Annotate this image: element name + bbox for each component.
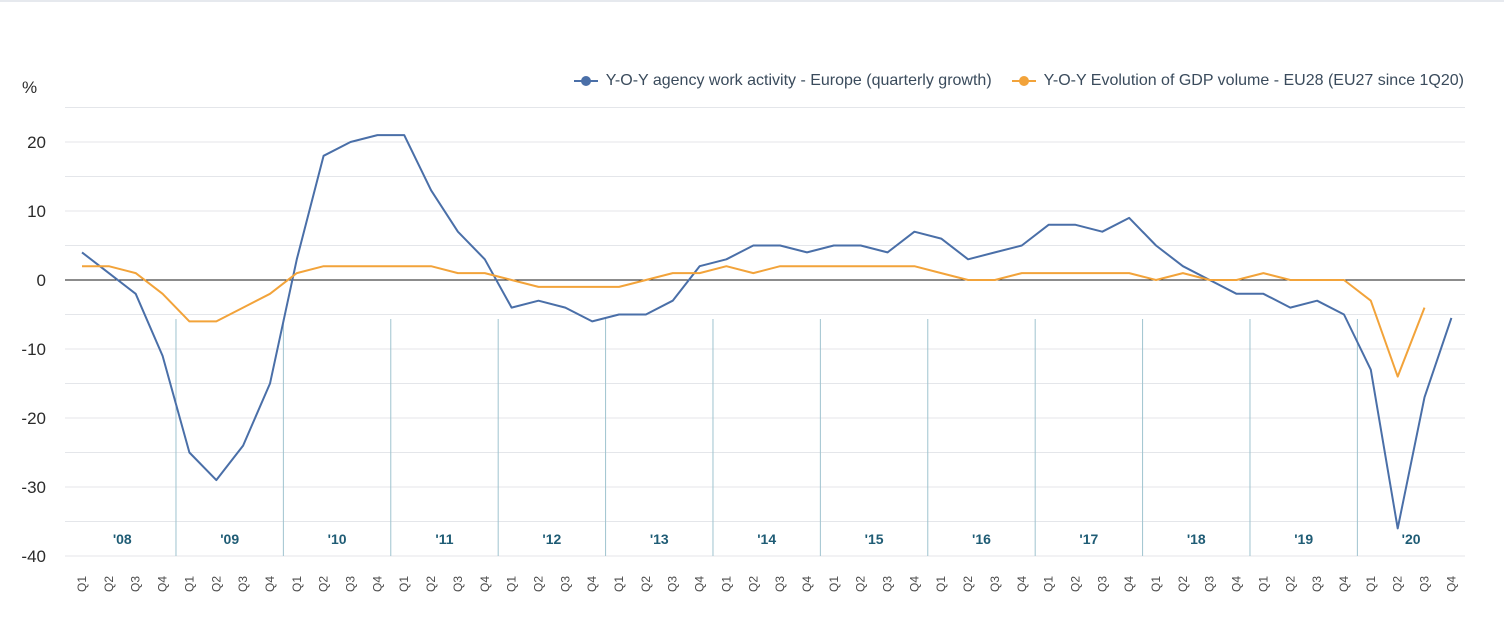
x-tick-label: Q4 (585, 576, 599, 592)
x-tick-label: Q4 (263, 576, 277, 592)
x-tick-label: Q1 (1042, 576, 1056, 592)
y-tick-label: -10 (21, 340, 46, 359)
x-tick-label: Q1 (1256, 576, 1270, 592)
top-rule (0, 0, 1504, 2)
x-tick-label: Q3 (558, 576, 572, 592)
x-tick-label: Q3 (451, 576, 465, 592)
x-tick-label: Q4 (693, 576, 707, 592)
x-tick-label: Q1 (612, 576, 626, 592)
y-tick-label: 10 (27, 202, 46, 221)
year-label: '15 (865, 531, 884, 547)
y-tick-label: 20 (27, 133, 46, 152)
x-tick-label: Q1 (505, 576, 519, 592)
year-label: '12 (542, 531, 561, 547)
x-tick-label: Q2 (209, 576, 223, 592)
x-tick-label: Q3 (236, 576, 250, 592)
y-tick-label: -30 (21, 478, 46, 497)
x-tick-label: Q2 (854, 576, 868, 592)
x-tick-label: Q3 (1203, 576, 1217, 592)
x-tick-label: Q2 (531, 576, 545, 592)
legend-swatch-agency-work (573, 75, 598, 87)
year-label: '20 (1402, 531, 1421, 547)
x-tick-label: Q1 (397, 576, 411, 592)
x-tick-label: Q3 (344, 576, 358, 592)
y-tick-label: -20 (21, 409, 46, 428)
year-label: '14 (757, 531, 776, 547)
x-tick-label: Q3 (1095, 576, 1109, 592)
x-tick-label: Q2 (639, 576, 653, 592)
year-label: '19 (1294, 531, 1313, 547)
x-tick-label: Q1 (827, 576, 841, 592)
legend-label-gdp: Y-O-Y Evolution of GDP volume - EU28 (EU… (1043, 72, 1464, 89)
x-tick-label: Q1 (182, 576, 196, 592)
year-label: '08 (113, 531, 132, 547)
x-tick-label: Q2 (1391, 576, 1405, 592)
x-tick-label: Q1 (290, 576, 304, 592)
x-tick-label: Q3 (988, 576, 1002, 592)
x-tick-label: Q3 (129, 576, 143, 592)
x-tick-label: Q3 (881, 576, 895, 592)
x-tick-label: Q2 (1176, 576, 1190, 592)
x-tick-label: Q1 (75, 576, 89, 592)
x-tick-label: Q4 (156, 576, 170, 592)
x-tick-label: Q1 (1364, 576, 1378, 592)
year-label: '16 (972, 531, 991, 547)
x-tick-label: Q2 (1068, 576, 1082, 592)
year-label: '18 (1187, 531, 1206, 547)
chart-legend: Y-O-Y agency work activity - Europe (qua… (554, 72, 1464, 90)
year-label: '10 (328, 531, 347, 547)
x-tick-label: Q4 (370, 576, 384, 592)
x-tick-label: Q3 (773, 576, 787, 592)
x-tick-label: Q2 (317, 576, 331, 592)
x-tick-label: Q1 (1149, 576, 1163, 592)
x-tick-label: Q2 (424, 576, 438, 592)
x-tick-label: Q3 (666, 576, 680, 592)
x-tick-label: Q4 (1122, 576, 1136, 592)
y-tick-label: -40 (21, 547, 46, 566)
series-line-gdp (82, 265, 1426, 378)
x-tick-label: Q2 (746, 576, 760, 592)
x-tick-label: Q4 (1015, 576, 1029, 592)
x-tick-label: Q1 (934, 576, 948, 592)
year-label: '17 (1079, 531, 1098, 547)
y-axis-unit-label: % (22, 78, 38, 97)
legend-swatch-gdp (1011, 75, 1036, 87)
x-tick-label: Q4 (1337, 576, 1351, 592)
x-tick-label: Q4 (907, 576, 921, 592)
x-tick-label: Q3 (1418, 576, 1432, 592)
legend-label-agency-work: Y-O-Y agency work activity - Europe (qua… (605, 72, 992, 89)
year-label: '11 (435, 531, 453, 547)
x-tick-label: Q2 (961, 576, 975, 592)
x-tick-label: Q2 (102, 576, 116, 592)
x-tick-label: Q3 (1310, 576, 1324, 592)
x-tick-label: Q4 (1444, 576, 1458, 592)
x-tick-label: Q1 (719, 576, 733, 592)
x-tick-label: Q2 (1283, 576, 1297, 592)
x-tick-label: Q4 (1230, 576, 1244, 592)
y-tick-label: 0 (37, 271, 46, 290)
year-label: '09 (220, 531, 239, 547)
legend-item-gdp: Y-O-Y Evolution of GDP volume - EU28 (EU… (1011, 72, 1464, 90)
x-tick-label: Q4 (800, 576, 814, 592)
year-label: '13 (650, 531, 669, 547)
x-tick-label: Q4 (478, 576, 492, 592)
legend-item-agency-work: Y-O-Y agency work activity - Europe (qua… (573, 72, 992, 90)
series-line-agency-work (81, 134, 1453, 530)
